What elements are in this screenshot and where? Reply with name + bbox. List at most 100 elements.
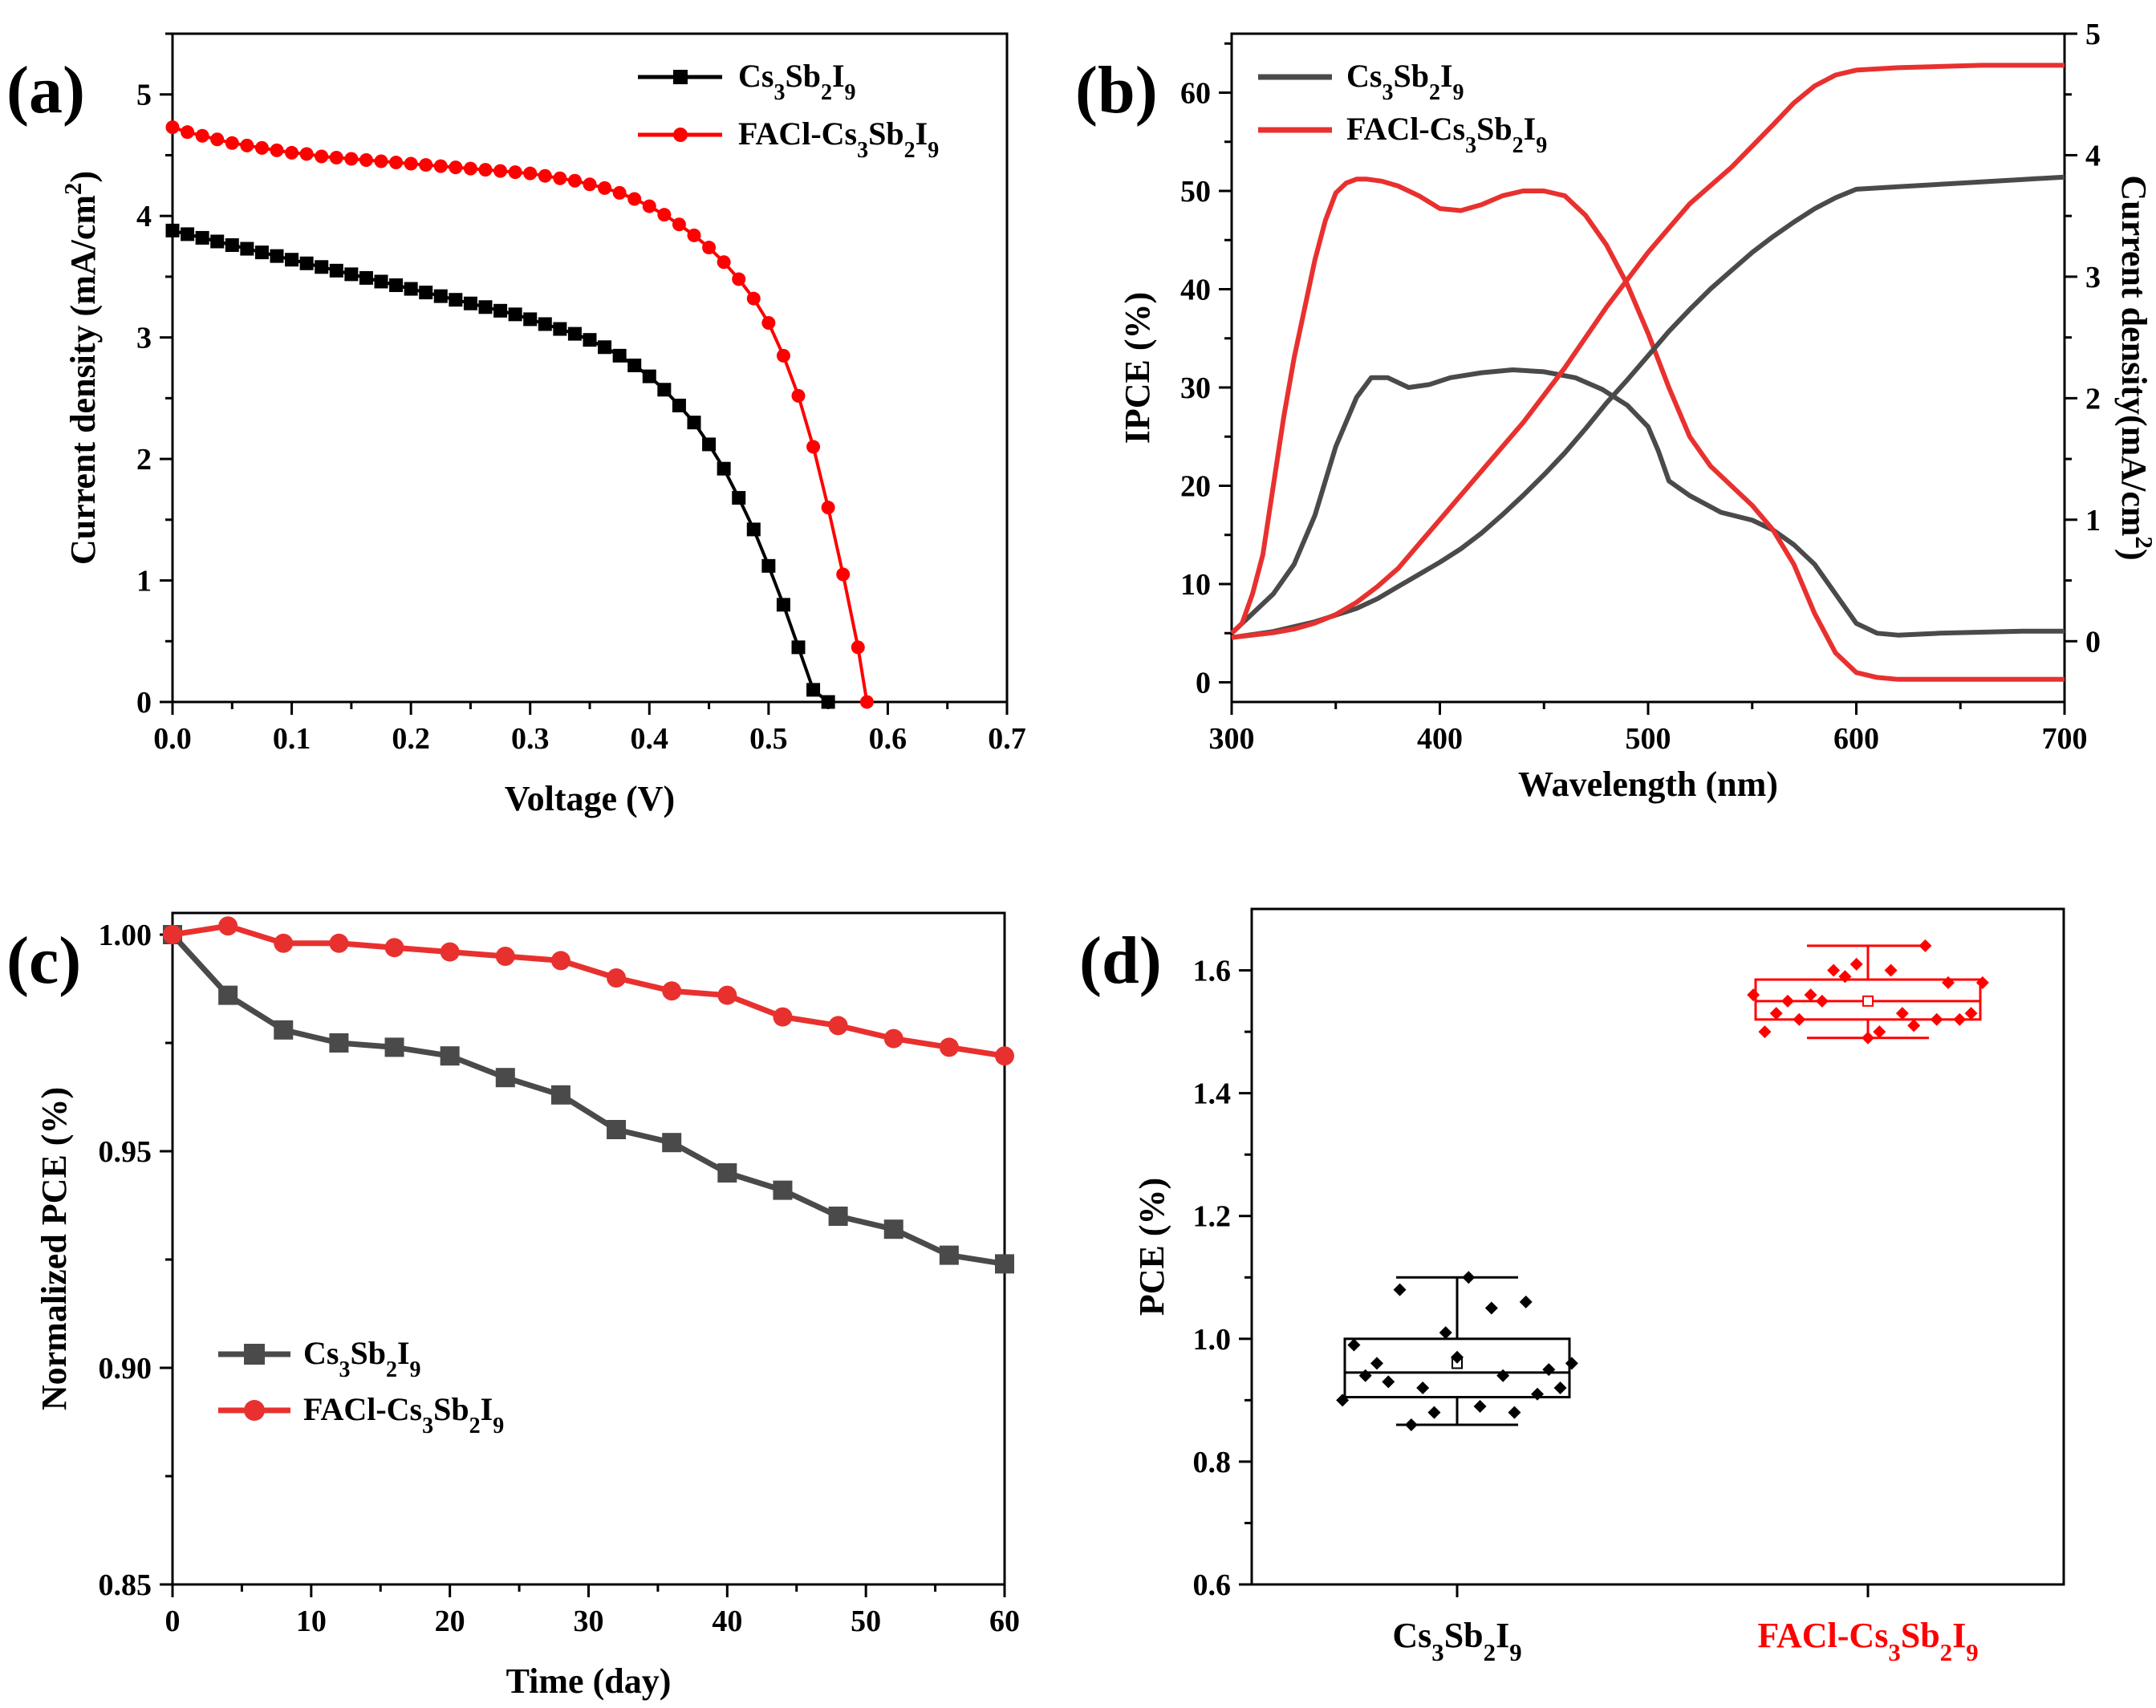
data-point (821, 695, 835, 709)
data-point (553, 171, 567, 185)
data-point (806, 440, 821, 454)
data-point (662, 1133, 682, 1153)
y-tick-label: 1.0 (1193, 1323, 1232, 1357)
y-tick-label: 0 (136, 686, 152, 720)
y-tick-label: 0 (1196, 667, 1211, 700)
data-point (523, 312, 538, 327)
data-point (773, 1180, 793, 1200)
x-tick-label: 20 (435, 1605, 465, 1638)
data-point (583, 177, 597, 192)
data-point (761, 315, 776, 330)
y-tick-label: 1.00 (99, 919, 152, 952)
x-tick-label: 400 (1417, 722, 1463, 756)
data-point (583, 333, 597, 347)
data-point (210, 132, 225, 147)
panel-b: 300 400 500 600 7000102030405060012345(b)Wav… (1075, 18, 2156, 804)
y-axis-label: IPCE (%) (1118, 292, 1157, 444)
y-tick-label: 3 (2085, 261, 2101, 294)
series-line-3 (1231, 63, 2065, 640)
data-point (181, 125, 195, 140)
data-point (384, 1037, 404, 1057)
y-tick-label: 0.6 (1193, 1568, 1232, 1602)
data-point (478, 300, 493, 314)
data-point (389, 156, 404, 170)
data-point (254, 140, 269, 155)
data-point (274, 933, 294, 953)
y-tick-label: 0.8 (1193, 1446, 1232, 1479)
data-point (612, 185, 627, 200)
panel-label: (d) (1079, 923, 1162, 998)
data-point (1827, 964, 1841, 977)
data-point (1382, 1375, 1395, 1389)
data-point (1393, 1283, 1407, 1296)
series-line-2 (1231, 174, 2065, 640)
data-point (210, 234, 225, 249)
data-point (384, 938, 404, 958)
y-tick-label: 2 (136, 443, 152, 477)
data-point (746, 291, 761, 306)
data-point (773, 1007, 793, 1027)
data-point (463, 161, 477, 176)
legend-label: FACl-Cs3Sb2I9 (738, 116, 939, 163)
y-tick-label: 10 (1180, 568, 1211, 602)
y-tick-label: 0.90 (99, 1352, 152, 1385)
data-point (598, 181, 612, 195)
data-point (374, 154, 388, 168)
data-point (495, 947, 515, 966)
y-tick-label: 1.2 (1193, 1200, 1232, 1234)
data-point (1427, 1406, 1441, 1419)
series-line-1 (1229, 176, 2065, 682)
data-point (508, 165, 522, 180)
data-point (254, 245, 269, 260)
panel-label: (c) (6, 923, 81, 998)
data-point (240, 241, 254, 256)
data-point (374, 274, 388, 289)
data-point (1462, 1271, 1476, 1284)
y-tick-label: 1.6 (1193, 955, 1232, 988)
series-line-0 (170, 932, 1005, 1267)
x-tick-label: 0.6 (869, 722, 907, 756)
data-point (1358, 1369, 1372, 1382)
y-tick-label: 40 (1180, 274, 1211, 307)
data-point (672, 398, 686, 412)
data-point (791, 388, 806, 403)
data-point (218, 916, 238, 936)
data-point (642, 369, 656, 383)
x-tick-label: 0.7 (988, 722, 1026, 756)
x-tick-label: 40 (712, 1605, 742, 1638)
y-tick-label: 30 (1180, 371, 1211, 405)
data-point (828, 1207, 848, 1226)
legend-label: Cs3Sb2I9 (738, 58, 856, 105)
x-axis-label: Time (day) (506, 1661, 672, 1701)
y-axis-label: Current density (mA/cm2) (59, 171, 103, 565)
data-point (1884, 964, 1898, 977)
data-point (1496, 1369, 1510, 1382)
data-point (746, 522, 761, 537)
data-point (344, 267, 359, 282)
x-tick-label: 0.2 (392, 722, 430, 756)
data-point (1347, 1338, 1361, 1352)
data-point (598, 340, 612, 355)
data-point (523, 166, 538, 181)
data-point (702, 437, 717, 452)
data-point (1781, 994, 1794, 1008)
legend-marker (244, 1400, 265, 1421)
data-point (732, 272, 746, 286)
data-point (1793, 1012, 1806, 1026)
data-point (1964, 1007, 1978, 1020)
data-point (274, 1020, 294, 1040)
data-point (717, 1163, 737, 1183)
data-point (493, 164, 508, 178)
data-point (165, 223, 180, 237)
data-point (329, 263, 343, 278)
data-point (419, 158, 433, 172)
data-point (1542, 1363, 1556, 1377)
x-tick-label: 0.4 (631, 722, 669, 756)
panel-c: 0 10 20 30 40 50 60 0.85 0.90 0.95 1.00 (c) Time (da… (6, 911, 1020, 1701)
data-point (165, 120, 180, 135)
data-point (1838, 970, 1852, 984)
category-label: Cs3Sb2I9 (1392, 1616, 1521, 1666)
panel-label: (b) (1075, 53, 1158, 128)
data-point (1862, 1031, 1874, 1045)
data-point (433, 159, 448, 173)
